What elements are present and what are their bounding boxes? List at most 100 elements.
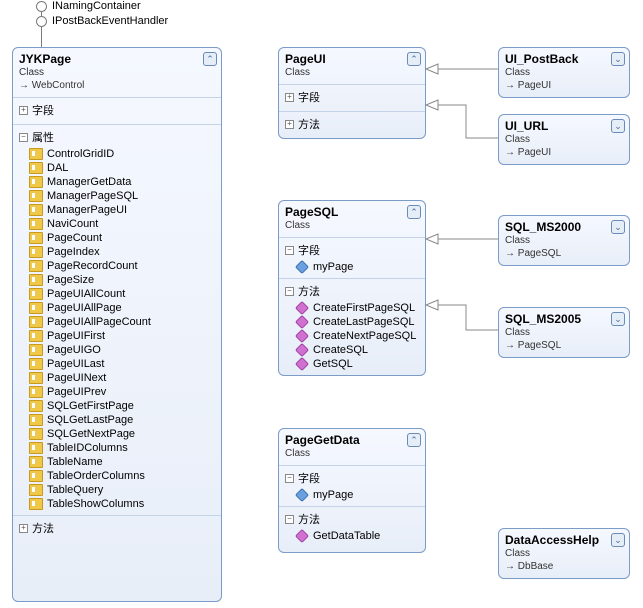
method-icon	[295, 357, 309, 371]
field-icon	[295, 488, 309, 502]
member-label: ManagerPageSQL	[47, 190, 138, 202]
class-base: PageUI	[505, 80, 623, 91]
prop-icon	[29, 498, 43, 510]
prop-icon	[29, 358, 43, 370]
member-item: TableShowColumns	[29, 497, 215, 511]
class-sql-ms2000[interactable]: SQL_MS2000 Class PageSQL ⌄	[498, 215, 630, 266]
class-pagesql[interactable]: PageSQL Class ⌃ −字段 myPage −方法 CreateFir…	[278, 200, 426, 376]
member-label: SQLGetFirstPage	[47, 400, 134, 412]
member-label: TableQuery	[47, 484, 103, 496]
class-pagegetdata[interactable]: PageGetData Class ⌃ −字段 myPage −方法 GetDa…	[278, 428, 426, 553]
member-label: CreateFirstPageSQL	[313, 302, 415, 314]
member-item: PageUIFirst	[29, 329, 215, 343]
class-base: PageSQL	[505, 248, 623, 259]
member-label: NaviCount	[47, 218, 98, 230]
member-label: PageUIFirst	[47, 330, 105, 342]
prop-icon	[29, 386, 43, 398]
member-label: PageUIPrev	[47, 386, 106, 398]
prop-icon	[29, 344, 43, 356]
prop-icon	[29, 232, 43, 244]
member-label: PageUILast	[47, 358, 104, 370]
section-methods: −方法 GetDataTable	[279, 506, 425, 547]
member-label: myPage	[313, 489, 353, 501]
member-item: PageCount	[29, 231, 215, 245]
class-stereotype: Class	[505, 235, 623, 246]
chevron-up-icon[interactable]: ⌃	[407, 205, 421, 219]
class-title: JYKPage	[19, 52, 215, 66]
class-header: DataAccessHelp Class DbBase ⌄	[499, 529, 629, 578]
chevron-up-icon[interactable]: ⌃	[407, 52, 421, 66]
prop-icon	[29, 204, 43, 216]
prop-icon	[29, 316, 43, 328]
class-dataaccesshelp[interactable]: DataAccessHelp Class DbBase ⌄	[498, 528, 630, 579]
member-item: ManagerGetData	[29, 175, 215, 189]
section-toggle[interactable]: −方法	[285, 281, 419, 301]
section-label: 方法	[298, 116, 320, 132]
chevron-down-icon[interactable]: ⌄	[611, 119, 625, 133]
member-item: GetDataTable	[295, 529, 419, 543]
member-label: CreateSQL	[313, 344, 368, 356]
class-title: DataAccessHelp	[505, 533, 623, 547]
member-item: PageIndex	[29, 245, 215, 259]
chevron-down-icon[interactable]: ⌄	[611, 220, 625, 234]
member-label: PageUIAllPage	[47, 302, 122, 314]
class-pageui[interactable]: PageUI Class ⌃ +字段 +方法	[278, 47, 426, 139]
inheritance-arrow	[426, 234, 498, 244]
class-header: UI_PostBack Class PageUI ⌄	[499, 48, 629, 97]
member-label: ControlGridID	[47, 148, 114, 160]
member-item: PageUIAllPage	[29, 301, 215, 315]
section-label: 字段	[298, 89, 320, 105]
section-toggle[interactable]: +字段	[285, 87, 419, 107]
class-header: PageUI Class ⌃	[279, 48, 425, 84]
section-toggle[interactable]: +方法	[285, 114, 419, 134]
section-toggle[interactable]: −方法	[285, 509, 419, 529]
member-item: PageUIAllPageCount	[29, 315, 215, 329]
class-base: PageSQL	[505, 340, 623, 351]
method-icon	[295, 301, 309, 315]
class-title: SQL_MS2005	[505, 312, 623, 326]
member-label: GetSQL	[313, 358, 353, 370]
class-jykpage[interactable]: JYKPage Class WebControl ⌃ +字段 −属性 Contr…	[12, 47, 222, 602]
section-label: 属性	[32, 129, 54, 145]
class-stereotype: Class	[285, 448, 419, 459]
member-label: SQLGetNextPage	[47, 428, 135, 440]
member-item: TableQuery	[29, 483, 215, 497]
class-ui-url[interactable]: UI_URL Class PageUI ⌄	[498, 114, 630, 165]
field-icon	[295, 260, 309, 274]
member-label: PageUINext	[47, 372, 106, 384]
member-label: PageUIAllCount	[47, 288, 125, 300]
member-label: PageUIAllPageCount	[47, 316, 151, 328]
member-item: SQLGetFirstPage	[29, 399, 215, 413]
section-label: 字段	[298, 242, 320, 258]
member-label: ManagerPageUI	[47, 204, 127, 216]
chevron-down-icon[interactable]: ⌄	[611, 312, 625, 326]
field-list: myPage	[285, 260, 419, 274]
section-toggle[interactable]: +字段	[19, 100, 215, 120]
class-stereotype: Class	[285, 67, 419, 78]
chevron-up-icon[interactable]: ⌃	[407, 433, 421, 447]
method-list: CreateFirstPageSQLCreateLastPageSQLCreat…	[285, 301, 419, 371]
interface-label: INamingContainer	[52, 0, 141, 12]
section-toggle[interactable]: −属性	[19, 127, 215, 147]
prop-icon	[29, 190, 43, 202]
section-methods: −方法 CreateFirstPageSQLCreateLastPageSQLC…	[279, 278, 425, 375]
section-toggle[interactable]: −字段	[285, 240, 419, 260]
chevron-down-icon[interactable]: ⌄	[611, 533, 625, 547]
member-item: TableIDColumns	[29, 441, 215, 455]
chevron-down-icon[interactable]: ⌄	[611, 52, 625, 66]
class-stereotype: Class	[505, 67, 623, 78]
class-ui-postback[interactable]: UI_PostBack Class PageUI ⌄	[498, 47, 630, 98]
section-properties: −属性 ControlGridIDDALManagerGetDataManage…	[13, 124, 221, 515]
chevron-up-icon[interactable]: ⌃	[203, 52, 217, 66]
class-sql-ms2005[interactable]: SQL_MS2005 Class PageSQL ⌄	[498, 307, 630, 358]
property-list: ControlGridIDDALManagerGetDataManagerPag…	[19, 147, 215, 511]
section-toggle[interactable]: +方法	[19, 518, 215, 538]
inheritance-arrow	[426, 100, 498, 142]
section-label: 方法	[298, 511, 320, 527]
prop-icon	[29, 218, 43, 230]
interface-label: IPostBackEventHandler	[52, 15, 168, 27]
field-list: myPage	[285, 488, 419, 502]
member-label: DAL	[47, 162, 68, 174]
method-icon	[295, 529, 309, 543]
section-toggle[interactable]: −字段	[285, 468, 419, 488]
